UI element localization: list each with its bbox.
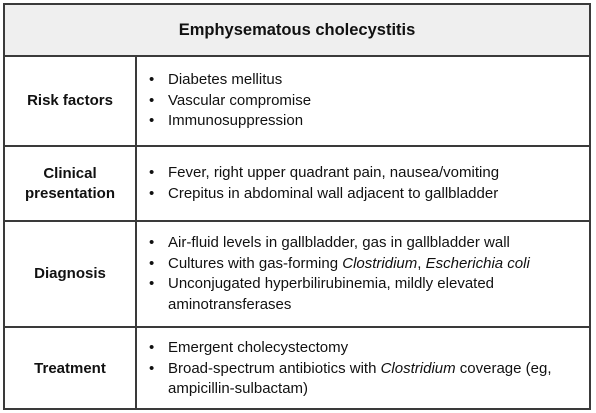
bullet-list: • Emergent cholecystectomy • Broad-spectru… bbox=[149, 338, 589, 400]
list-item: • Diabetes mellitus bbox=[149, 70, 311, 91]
list-item: • Air-fluid levels in gallbladder, gas in… bbox=[149, 233, 589, 254]
row-label-diagnosis: Diagnosis bbox=[5, 222, 137, 326]
row-label-treatment: Treatment bbox=[5, 328, 137, 410]
row-diagnosis: Diagnosis • Air-fluid levels in gallbladd… bbox=[5, 222, 589, 328]
bullet-glyph: • bbox=[149, 184, 155, 202]
row-content-diagnosis: • Air-fluid levels in gallbladder, gas in… bbox=[137, 222, 589, 326]
bullet-glyph: • bbox=[149, 359, 155, 377]
row-risk-factors: Risk factors • Diabetes mellitus • Vascula… bbox=[5, 57, 589, 147]
row-content-treatment: • Emergent cholecystectomy • Broad-spectru… bbox=[137, 328, 589, 410]
row-content-clinical-presentation: • Fever, right upper quadrant pain, nause… bbox=[137, 147, 589, 220]
list-item: • Vascular compromise bbox=[149, 91, 311, 112]
row-clinical-presentation: Clinical presentation • Fever, right uppe… bbox=[5, 147, 589, 222]
bullet-list: • Fever, right upper quadrant pain, nause… bbox=[149, 163, 499, 204]
cholecystitis-table: Emphysematous cholecystitis Risk factors… bbox=[3, 3, 591, 410]
organism-name: Clostridium bbox=[342, 254, 418, 272]
organism-name: Clostridium bbox=[380, 359, 456, 377]
bullet-glyph: • bbox=[149, 275, 155, 292]
row-content-risk-factors: • Diabetes mellitus • Vascular compromise … bbox=[137, 57, 589, 145]
table-title: Emphysematous cholecystitis bbox=[5, 5, 589, 57]
list-item: • Broad-spectrum antibiotics with Clostri… bbox=[149, 359, 552, 398]
bullet-glyph: • bbox=[149, 91, 155, 109]
organism-name: Escherichia coli bbox=[425, 254, 530, 272]
list-item: • Fever, right upper quadrant pain, nause… bbox=[149, 163, 499, 184]
bullet-glyph: • bbox=[149, 71, 155, 89]
bullet-glyph: • bbox=[149, 254, 155, 272]
bullet-list: • Air-fluid levels in gallbladder, gas in… bbox=[149, 233, 589, 315]
bullet-list: • Diabetes mellitus • Vascular compromise … bbox=[149, 70, 311, 132]
bullet-glyph: • bbox=[149, 112, 155, 130]
list-item: • Crepitus in abdominal wall adjacent to … bbox=[149, 184, 499, 205]
row-treatment: Treatment • Emergent cholecystectomy • Bro… bbox=[5, 328, 589, 410]
bullet-glyph: • bbox=[149, 164, 155, 181]
list-item: • Immunosuppression bbox=[149, 111, 311, 132]
list-item: • Emergent cholecystectomy bbox=[149, 338, 589, 359]
bullet-glyph: • bbox=[149, 339, 155, 357]
list-item: • Cultures with gas-forming Clostridium, … bbox=[149, 254, 589, 275]
row-label-risk-factors: Risk factors bbox=[5, 57, 137, 145]
list-item: • Unconjugated hyperbilirubinemia, mildly… bbox=[149, 275, 495, 313]
bullet-glyph: • bbox=[149, 234, 155, 251]
row-label-clinical-presentation: Clinical presentation bbox=[5, 147, 137, 220]
